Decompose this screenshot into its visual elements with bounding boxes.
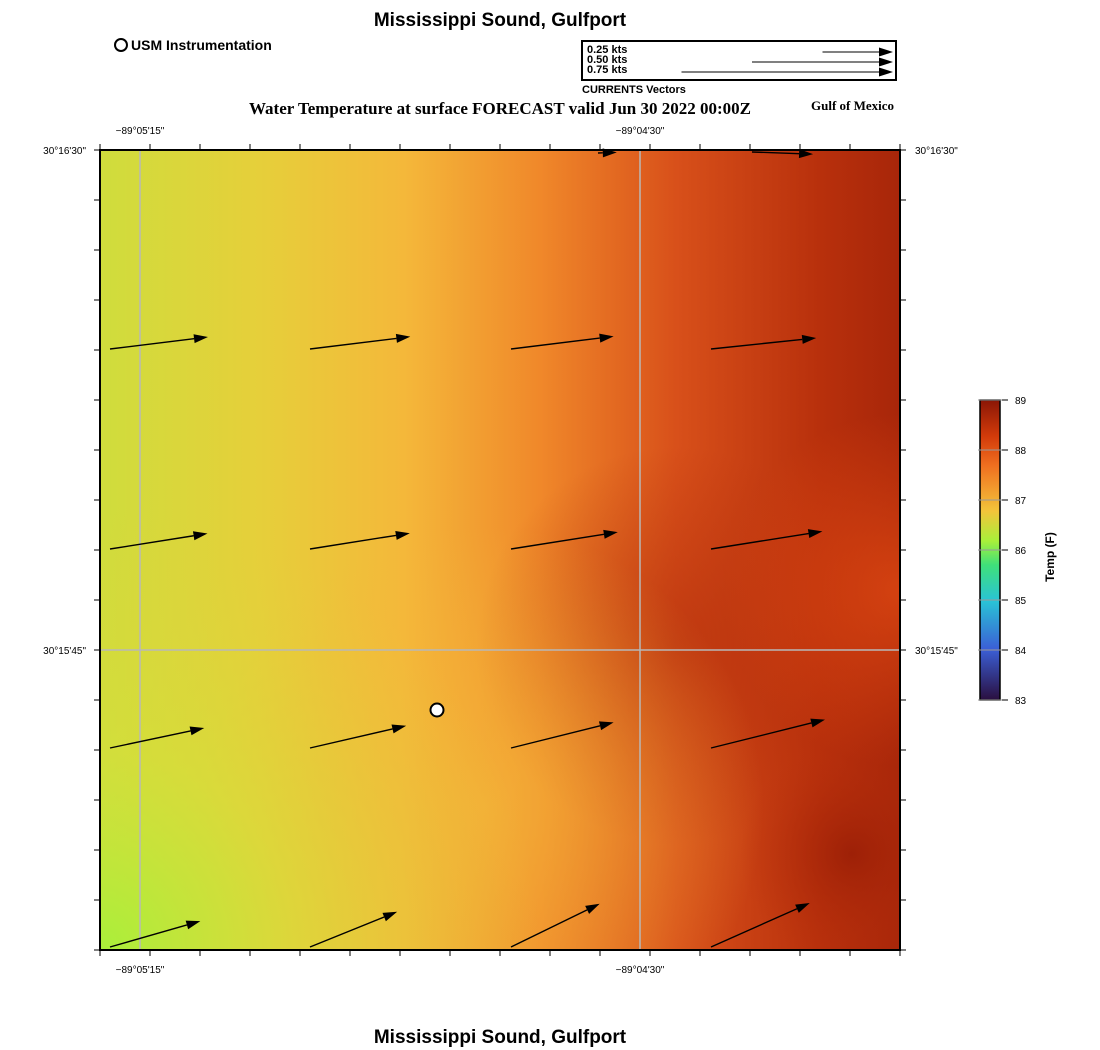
map-subtitle: Water Temperature at surface FORECAST va… [249,99,751,118]
legend-label-050: 0.50 kts [587,54,628,66]
colorbar-tick-label-88: 88 [1015,446,1027,457]
legend-label-075: 0.75 kts [587,64,628,76]
instrument-legend-label: USM Instrumentation [131,37,272,53]
bottom-lon-label-2: −89°04'30" [616,965,665,976]
colorbar-tick-label-84: 84 [1015,646,1027,657]
instrument-legend: USM Instrumentation [114,37,272,53]
colorbar-tick-label-86: 86 [1015,546,1027,557]
colorbar: 89 88 87 86 85 84 83 [978,396,1027,707]
left-lat-label-1: 30°16'30" [43,146,86,157]
top-lon-label-2: −89°04'30" [616,126,665,137]
current-vector-r4-c4 [710,903,810,948]
current-vector-r2-c4 [710,529,823,550]
current-vector-edge-2 [751,149,814,159]
current-vector-r4-c2 [309,911,398,948]
map-footer-title: Mississippi Sound, Gulfport [373,1027,627,1048]
current-vector-r4-c1 [109,920,201,948]
current-vector-r3-c1 [109,726,205,749]
usm-station-marker[interactable] [429,702,445,718]
colorbar-tick-label-85: 85 [1015,596,1027,607]
legend-arrow-1 [822,47,893,57]
current-vector-r1-c4 [710,334,817,350]
current-vector-r2-c2 [309,530,410,550]
current-vector-r4-c3 [510,903,600,948]
legend-arrow-3 [681,67,893,77]
top-lon-label-1: −89°05'15" [116,126,165,137]
legend-arrow-2 [752,57,893,67]
station-marker-icon [114,38,128,52]
vector-legend: 0.25 kts 0.50 kts 0.75 kts [581,40,897,81]
right-lat-label-1: 30°16'30" [915,146,958,157]
right-lat-label-2: 30°15'45" [915,646,958,657]
current-vector-r1-c3 [510,333,614,350]
current-vector-r2-c1 [109,531,208,550]
region-label: Gulf of Mexico [811,98,895,113]
graticule [100,150,900,950]
colorbar-title: Temp (F) [1043,532,1057,582]
legend-label-025: 0.25 kts [587,44,628,56]
temperature-field [100,150,900,950]
legend-arrows [681,47,893,77]
current-vector-r2-c3 [510,529,618,550]
current-vector-edge-1 [597,148,617,158]
bottom-lon-label-1: −89°05'15" [116,965,165,976]
map-title: Mississippi Sound, Gulfport [373,10,627,31]
current-vector-r3-c4 [710,718,826,749]
current-vector-r1-c2 [309,333,411,350]
colorbar-tick-label-83: 83 [1015,696,1027,707]
colorbar-tick-label-89: 89 [1015,396,1027,407]
current-vectors [109,148,826,948]
vector-legend-caption: CURRENTS Vectors [582,84,686,96]
left-lat-label-2: 30°15'45" [43,646,86,657]
current-vector-r3-c2 [309,724,407,749]
current-vector-r3-c3 [510,721,614,749]
frame-ticks [94,144,906,956]
current-vector-r1-c1 [109,334,208,350]
colorbar-tick-label-87: 87 [1015,496,1027,507]
